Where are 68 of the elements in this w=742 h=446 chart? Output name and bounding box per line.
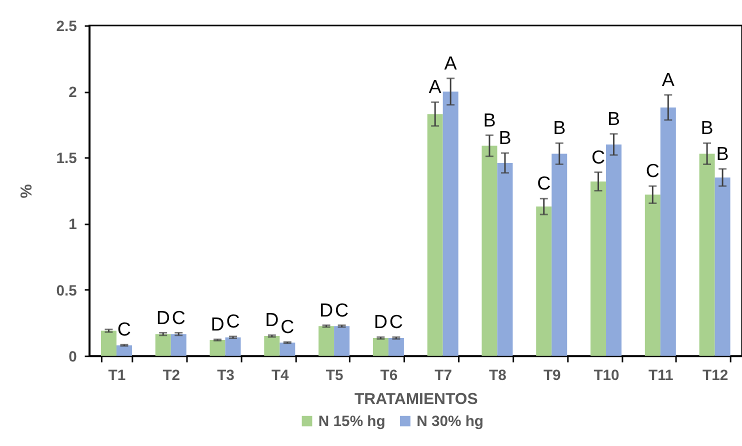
data-label: B bbox=[716, 142, 729, 164]
bar bbox=[264, 336, 280, 356]
data-label: D bbox=[156, 306, 170, 328]
x-axis-title: TRATAMIENTOS bbox=[354, 390, 478, 408]
data-label: C bbox=[172, 306, 186, 328]
bar bbox=[660, 107, 676, 356]
data-label: D bbox=[319, 299, 334, 320]
bar bbox=[552, 154, 568, 356]
bar bbox=[590, 181, 606, 356]
bar bbox=[714, 177, 730, 356]
y-tick-label: 2 bbox=[68, 85, 77, 102]
data-label: B bbox=[498, 127, 512, 148]
bar bbox=[225, 337, 241, 356]
bar bbox=[170, 334, 186, 356]
data-label: D bbox=[374, 311, 388, 332]
bar bbox=[497, 162, 513, 356]
y-tick-label: 0 bbox=[68, 349, 77, 366]
data-label: D bbox=[265, 309, 279, 330]
data-label: B bbox=[483, 109, 496, 130]
bar bbox=[699, 154, 715, 356]
y-tick-label: 0.5 bbox=[56, 283, 77, 300]
bar bbox=[482, 146, 498, 356]
bar bbox=[318, 326, 334, 356]
x-tick-label: T9 bbox=[543, 368, 561, 384]
data-label: C bbox=[537, 172, 551, 194]
y-axis-title: % bbox=[18, 184, 36, 198]
legend-label: N 15% hg bbox=[318, 414, 386, 430]
bar bbox=[388, 338, 404, 356]
x-tick-label: T12 bbox=[702, 368, 728, 384]
data-label: C bbox=[117, 318, 132, 340]
data-label: B bbox=[700, 117, 714, 138]
data-label: A bbox=[444, 52, 458, 74]
data-label: C bbox=[646, 160, 660, 182]
y-tick-label: 1.5 bbox=[56, 151, 77, 168]
bar bbox=[210, 340, 226, 356]
bar bbox=[334, 326, 350, 356]
x-tick-label: T4 bbox=[271, 368, 290, 384]
bar bbox=[155, 334, 171, 356]
bar bbox=[606, 144, 622, 356]
data-label: A bbox=[428, 76, 442, 98]
bar bbox=[442, 92, 458, 356]
y-tick-label: 2.5 bbox=[56, 18, 77, 35]
data-label: D bbox=[210, 313, 224, 334]
bar bbox=[427, 114, 443, 356]
x-tick-label: T11 bbox=[648, 368, 674, 384]
y-tick-label: 1 bbox=[68, 217, 77, 234]
legend-label: N 30% hg bbox=[416, 414, 484, 430]
bar bbox=[536, 206, 552, 356]
data-label: C bbox=[389, 311, 403, 332]
x-tick-label: T10 bbox=[594, 368, 620, 384]
data-label: C bbox=[334, 299, 349, 320]
data-label: B bbox=[553, 117, 566, 138]
x-tick-label: T3 bbox=[217, 368, 234, 384]
x-tick-label: T1 bbox=[108, 368, 126, 384]
bar bbox=[644, 194, 660, 356]
bar bbox=[116, 345, 132, 356]
x-tick-label: T7 bbox=[434, 368, 452, 384]
bar bbox=[280, 342, 296, 356]
data-label: A bbox=[662, 68, 675, 90]
data-label: C bbox=[280, 316, 294, 338]
data-label: B bbox=[607, 108, 620, 129]
x-tick-label: T5 bbox=[326, 368, 344, 384]
x-tick-label: T2 bbox=[162, 368, 180, 384]
bar bbox=[372, 338, 388, 356]
x-tick-label: T6 bbox=[380, 368, 398, 384]
data-label: C bbox=[591, 146, 606, 168]
x-tick-label: T8 bbox=[489, 368, 506, 384]
data-label: C bbox=[226, 310, 240, 332]
